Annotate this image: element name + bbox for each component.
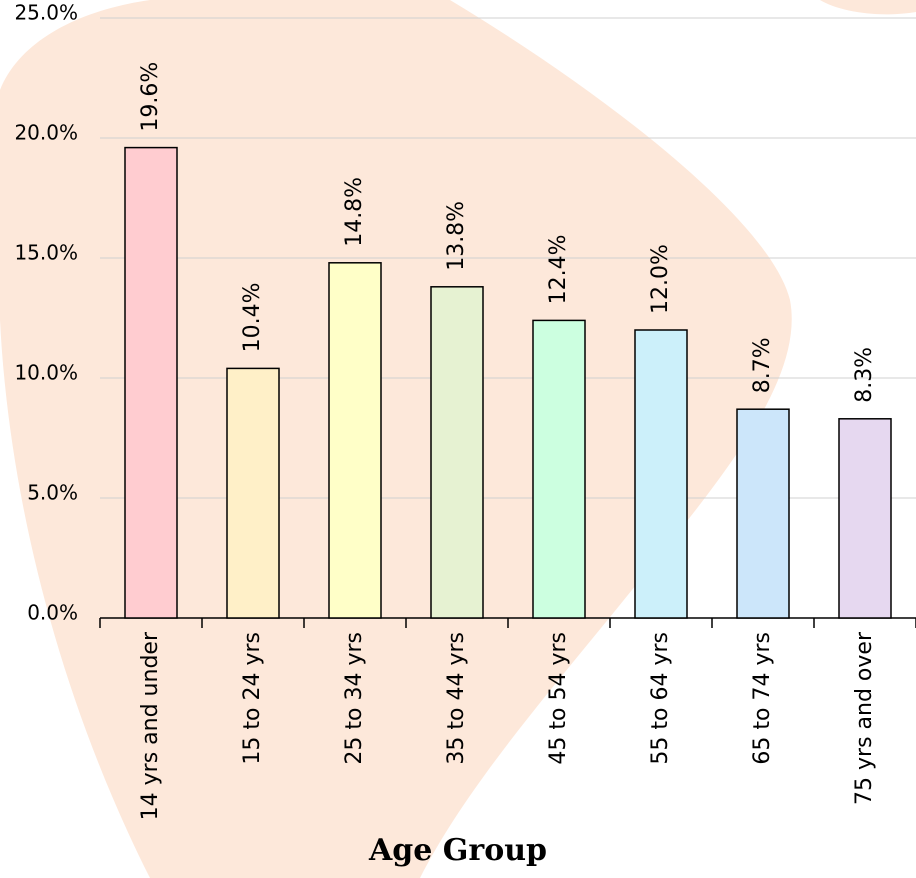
x-axis-title: Age Group	[368, 833, 547, 868]
bar	[736, 408, 790, 619]
value-label: 19.6%	[138, 62, 163, 132]
bar	[838, 418, 892, 619]
background-shape	[820, 0, 916, 15]
y-tick-label: 15.0%	[14, 241, 78, 265]
bar	[328, 262, 382, 619]
x-tick-label: 35 to 44 yrs	[444, 632, 469, 765]
x-tick-label: 65 to 74 yrs	[750, 632, 775, 765]
y-tick-label: 10.0%	[14, 361, 78, 385]
value-label: 10.4%	[240, 283, 265, 353]
value-label: 14.8%	[342, 177, 367, 247]
value-label: 12.4%	[546, 235, 571, 305]
x-tick-label: 25 to 34 yrs	[342, 632, 367, 765]
y-tick-label: 20.0%	[14, 121, 78, 145]
value-label: 12.0%	[648, 244, 673, 314]
background-shape	[0, 0, 792, 878]
x-tick-label: 55 to 64 yrs	[648, 632, 673, 765]
y-tick-label: 5.0%	[27, 481, 78, 505]
y-tick-label: 25.0%	[14, 1, 78, 25]
bar	[226, 367, 280, 619]
bar	[430, 286, 484, 619]
value-label: 8.7%	[750, 337, 775, 393]
x-tick-label: 75 yrs and over	[852, 631, 877, 805]
x-tick-label: 15 to 24 yrs	[240, 632, 265, 765]
x-tick-label: 14 yrs and under	[138, 631, 163, 820]
y-tick-label: 0.0%	[27, 601, 78, 625]
value-label: 13.8%	[444, 201, 469, 271]
bar	[532, 319, 586, 619]
bar	[634, 329, 688, 619]
value-label: 8.3%	[852, 347, 877, 403]
x-tick-label: 45 to 54 yrs	[546, 632, 571, 765]
bar	[124, 146, 178, 619]
